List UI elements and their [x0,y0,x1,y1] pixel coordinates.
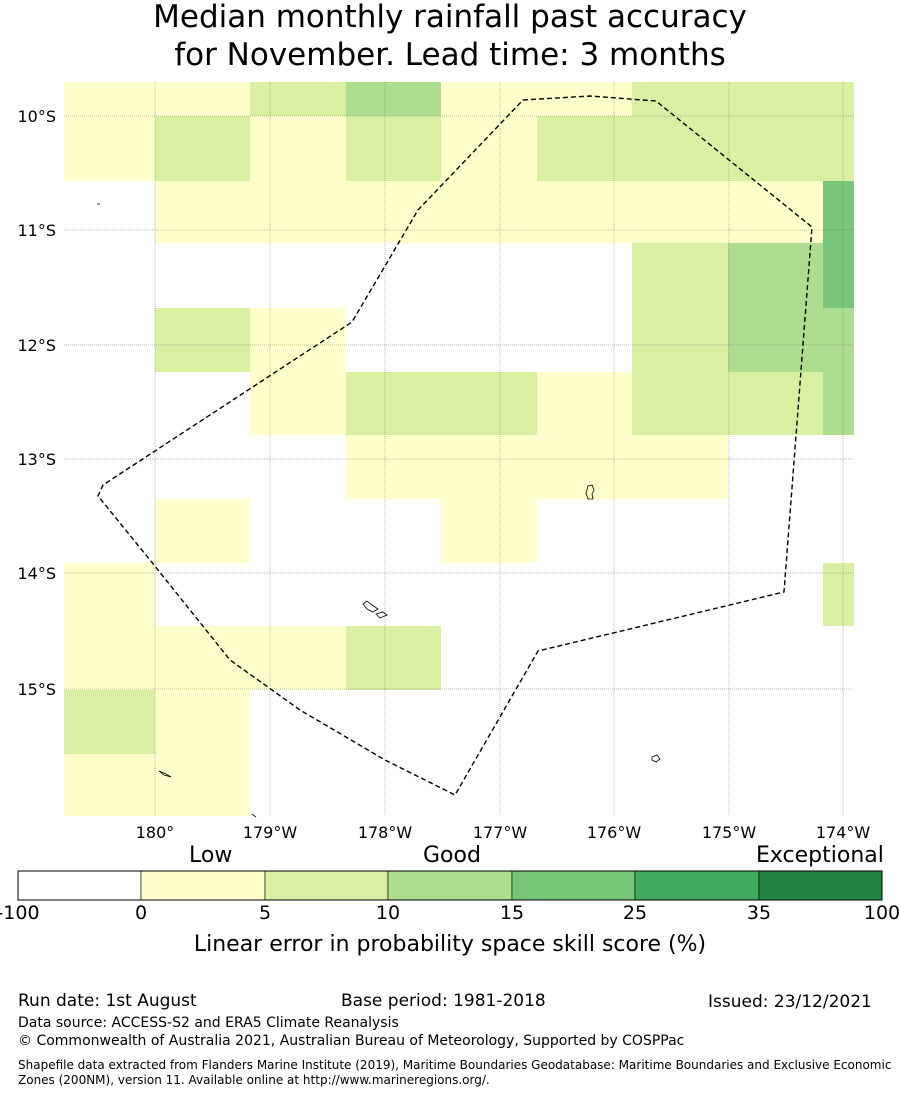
colorbar-segment [140,870,266,901]
shapefile-credit: Shapefile data extracted from Flanders M… [18,1058,892,1087]
island-coastline [375,611,388,619]
coastlines [97,203,661,818]
colorbar-tick: 5 [258,902,272,924]
colorbar-segment [634,870,760,901]
longitude-label: 179°W [243,823,298,842]
island-coastline [585,484,595,500]
island-coastline [651,754,661,763]
skill-cell [155,181,823,243]
skill-cell [155,690,250,754]
skill-cell [632,243,728,308]
skill-cell [441,82,537,116]
skill-cell [537,372,632,435]
colorbar-frame [17,870,883,901]
skill-cell [250,372,346,435]
skill-cell [441,116,537,181]
colorbar-segment [264,870,389,901]
longitude-label: 174°W [816,823,871,842]
skill-cell [346,435,728,499]
skill-cell [728,243,823,308]
skill-cell [155,82,250,116]
colorbar-segment [17,870,142,901]
latitude-label: 12°S [17,336,56,355]
colorbar-label-exceptional: Exceptional [756,843,884,868]
longitude-label: 177°W [473,823,528,842]
skill-cell [632,82,854,116]
colorbar-segments [17,870,883,901]
skill-cell [64,116,155,181]
longitude-label: 180° [136,823,175,842]
colorbar-tick: 0 [134,902,148,924]
base-period: Base period: 1981-2018 [341,991,546,1011]
latitude-label: 15°S [17,680,56,699]
copyright: © Commonwealth of Australia 2021, Austra… [18,1033,685,1049]
map-title-line1: Median monthly rainfall past accuracy [153,0,747,35]
skill-cell [823,181,854,243]
skill-cell [537,82,632,116]
latitude-label: 13°S [17,450,56,469]
longitude-label: 175°W [702,823,757,842]
latitude-label: 14°S [17,564,56,583]
skill-cell [537,116,854,181]
skill-cell [346,82,441,116]
island-coastline [362,600,379,613]
eez-boundary [97,95,813,796]
skill-cell [250,116,346,181]
colorbar-tick: -100 [0,902,40,924]
colorbar-tick: 35 [746,902,772,924]
island-coastline [158,770,172,778]
island-coastline [251,813,257,818]
colorbar-tick: 100 [863,902,900,924]
skill-cell [64,690,155,754]
skill-cell [250,82,346,116]
skill-cell [632,372,823,435]
issued-date: Issued: 23/12/2021 [708,992,872,1012]
skill-cell [632,308,728,372]
colorbar-label-low: Low [189,843,233,868]
skill-map: 10°S 11°S 12°S 13°S 14°S 15°S 180° 179°W 178°W 17… [17,82,870,842]
grid-lines [64,82,854,816]
skill-cell [64,626,346,690]
colorbar [17,870,883,901]
skill-cell [64,82,155,116]
colorbar-segment [758,870,883,901]
longitude-label: 178°W [358,823,413,842]
colorbar-tick: 25 [622,902,648,924]
skill-cell [64,754,250,816]
skill-cell [346,372,537,435]
skill-cell [823,372,854,435]
skill-cell [155,499,250,563]
skill-cell [441,499,537,563]
skill-cell [155,308,250,372]
data-source: Data source: ACCESS-S2 and ERA5 Climate … [18,1015,399,1031]
colorbar-segment [511,870,636,901]
colorbar-caption: Linear error in probability space skill … [193,932,707,957]
skill-cells [64,82,854,816]
skill-cell [155,116,250,181]
skill-cell [823,563,854,626]
skill-cell [346,116,441,181]
latitude-label: 11°S [17,221,56,240]
longitude-label: 176°W [587,823,642,842]
axis-labels: 10°S 11°S 12°S 13°S 14°S 15°S 180° 179°W 178°W 17… [17,107,870,842]
colorbar-tick: 15 [499,902,525,924]
map-title-line2: for November. Lead time: 3 months [174,37,726,73]
skill-cell [250,308,346,372]
skill-cell [64,563,155,626]
skill-cell [346,626,441,690]
skill-cell [823,243,854,308]
colorbar-segment [387,870,513,901]
skill-cell [728,308,854,372]
run-date: Run date: 1st August [18,991,197,1011]
latitude-label: 10°S [17,107,56,126]
colorbar-tick: 10 [375,902,401,924]
colorbar-label-good: Good [423,843,481,868]
